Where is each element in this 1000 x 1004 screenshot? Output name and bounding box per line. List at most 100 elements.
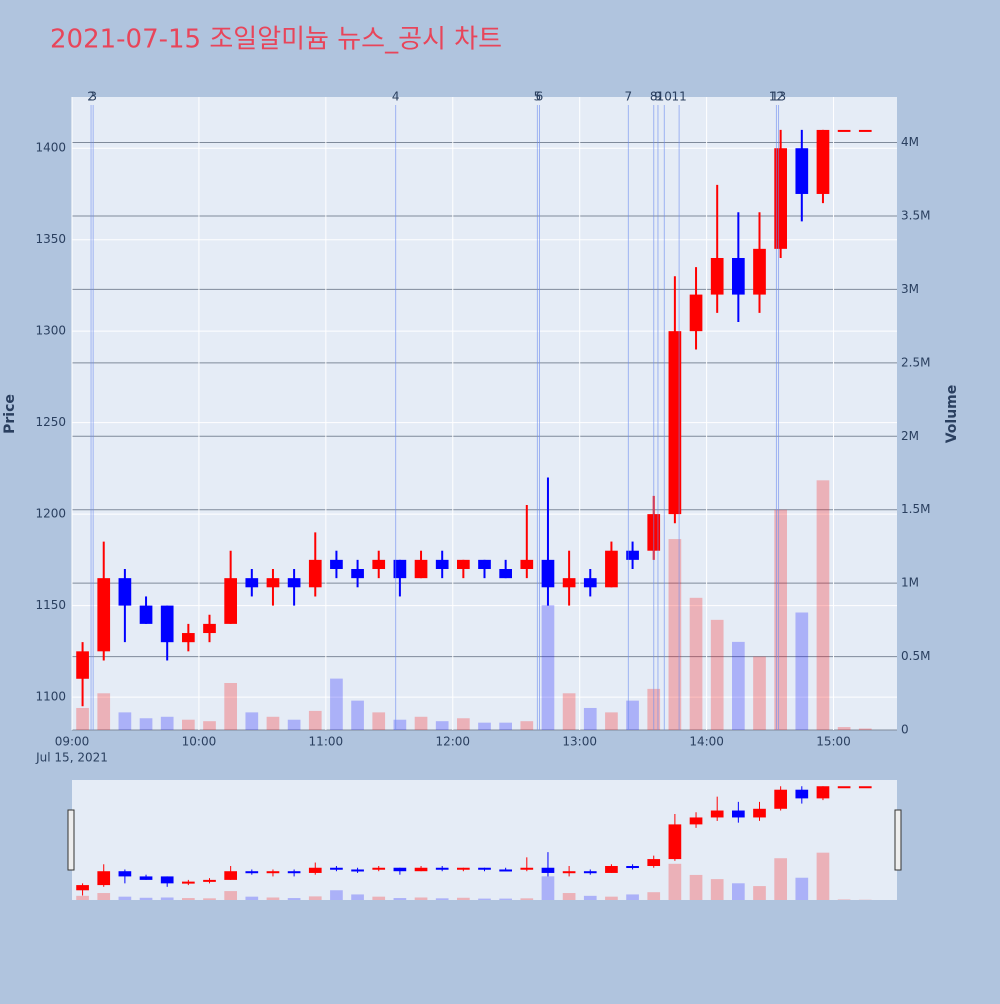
candle-body — [838, 130, 851, 132]
candle-body — [605, 551, 618, 588]
volume-bar — [351, 701, 364, 730]
volume-bar — [203, 721, 216, 730]
volume-bar — [119, 712, 132, 730]
volume-bar — [245, 712, 258, 730]
candle-body — [351, 569, 364, 578]
slider-candle-body — [690, 817, 703, 824]
volume-bar — [732, 642, 745, 730]
y2-tick-label: 2M — [901, 429, 919, 443]
slider-candle-body — [817, 786, 830, 798]
candle-body — [711, 258, 724, 295]
y-tick-label: 1350 — [35, 232, 66, 246]
news-label: 6 — [536, 90, 544, 104]
slider-volume-bar — [753, 886, 766, 900]
plot-area — [72, 97, 897, 730]
y-axis-label: Price — [2, 394, 18, 434]
slider-candle-body — [753, 809, 766, 818]
y2-tick-label: 1M — [901, 576, 919, 590]
slider-volume-bar — [795, 878, 808, 900]
volume-bar — [76, 708, 89, 730]
slider-volume-bar — [161, 897, 174, 900]
y-tick-label: 1250 — [35, 415, 66, 429]
slider-handle[interactable] — [68, 810, 74, 870]
candle-body — [436, 560, 449, 569]
slider-volume-bar — [267, 897, 280, 900]
slider-volume-bar — [669, 864, 682, 900]
news-label: 3 — [89, 90, 97, 104]
slider-candle-body — [795, 790, 808, 799]
slider-volume-bar — [711, 879, 724, 900]
slider-volume-bar — [224, 891, 237, 900]
slider-candle-body — [499, 869, 512, 871]
slider-candle-body — [732, 811, 745, 818]
candle-body — [415, 560, 428, 578]
x-tick-label: 10:00 — [182, 735, 217, 749]
slider-candle-body — [182, 882, 195, 884]
slider-candle-body — [372, 868, 385, 870]
slider-volume-bar — [605, 897, 618, 900]
slider-volume-bar — [732, 883, 745, 900]
slider-candle-body — [288, 871, 301, 873]
y-tick-label: 1400 — [35, 141, 66, 155]
slider-volume-bar — [415, 897, 428, 900]
slider-candle-body — [97, 871, 110, 885]
candle-body — [795, 148, 808, 194]
y2-axis-label: Volume — [944, 385, 960, 444]
volume-bar — [584, 708, 597, 730]
volume-bar — [436, 721, 449, 730]
slider-candle-body — [351, 869, 364, 871]
volume-bar — [563, 693, 576, 730]
candle-body — [499, 569, 512, 578]
candle-body — [309, 560, 322, 587]
candle-body — [182, 633, 195, 642]
slider-volume-bar — [647, 892, 660, 900]
slider-handle[interactable] — [895, 810, 901, 870]
x-tick-label: 13:00 — [562, 735, 597, 749]
candle-body — [76, 651, 89, 678]
volume-bar — [288, 720, 301, 730]
news-label: 11 — [671, 90, 686, 104]
volume-bar — [309, 711, 322, 730]
x-tick-label: 12:00 — [435, 735, 470, 749]
y2-tick-label: 2.5M — [901, 355, 930, 369]
volume-bar — [182, 720, 195, 730]
slider-volume-bar — [97, 893, 110, 900]
volume-bar — [795, 613, 808, 730]
slider-candle-body — [859, 786, 872, 788]
slider-volume-bar — [690, 875, 703, 900]
slider-volume-bar — [203, 898, 216, 900]
slider-volume-bar — [817, 853, 830, 900]
candle-body — [330, 560, 343, 569]
candle-body — [267, 578, 280, 587]
slider-candle-body — [647, 859, 660, 866]
slider-candle-body — [457, 868, 470, 870]
slider-candle-body — [436, 868, 449, 870]
slider-candle-body — [119, 871, 132, 876]
x-tick-label: 14:00 — [689, 735, 724, 749]
slider-volume-bar — [76, 896, 89, 900]
slider-volume-bar — [245, 897, 258, 900]
slider-candle-body — [267, 871, 280, 873]
candle-body — [859, 130, 872, 132]
slider-volume-bar — [626, 894, 639, 900]
candle-body — [97, 578, 110, 651]
volume-bar — [478, 723, 491, 730]
volume-bar — [499, 723, 512, 730]
volume-bar — [859, 729, 872, 730]
slider-volume-bar — [478, 899, 491, 900]
volume-bar — [690, 598, 703, 730]
slider-volume-bar — [372, 897, 385, 900]
y-tick-label: 1300 — [35, 324, 66, 338]
volume-bar — [267, 717, 280, 730]
slider-candle-body — [203, 880, 216, 882]
candle-body — [478, 560, 491, 569]
slider-candle-body — [711, 811, 724, 818]
candle-body — [520, 560, 533, 569]
date-label: Jul 15, 2021 — [35, 751, 108, 765]
candle-body — [140, 606, 153, 624]
range-slider[interactable] — [72, 780, 897, 900]
slider-volume-bar — [457, 898, 470, 900]
slider-candle-body — [626, 866, 639, 868]
y2-tick-label: 0.5M — [901, 649, 930, 663]
